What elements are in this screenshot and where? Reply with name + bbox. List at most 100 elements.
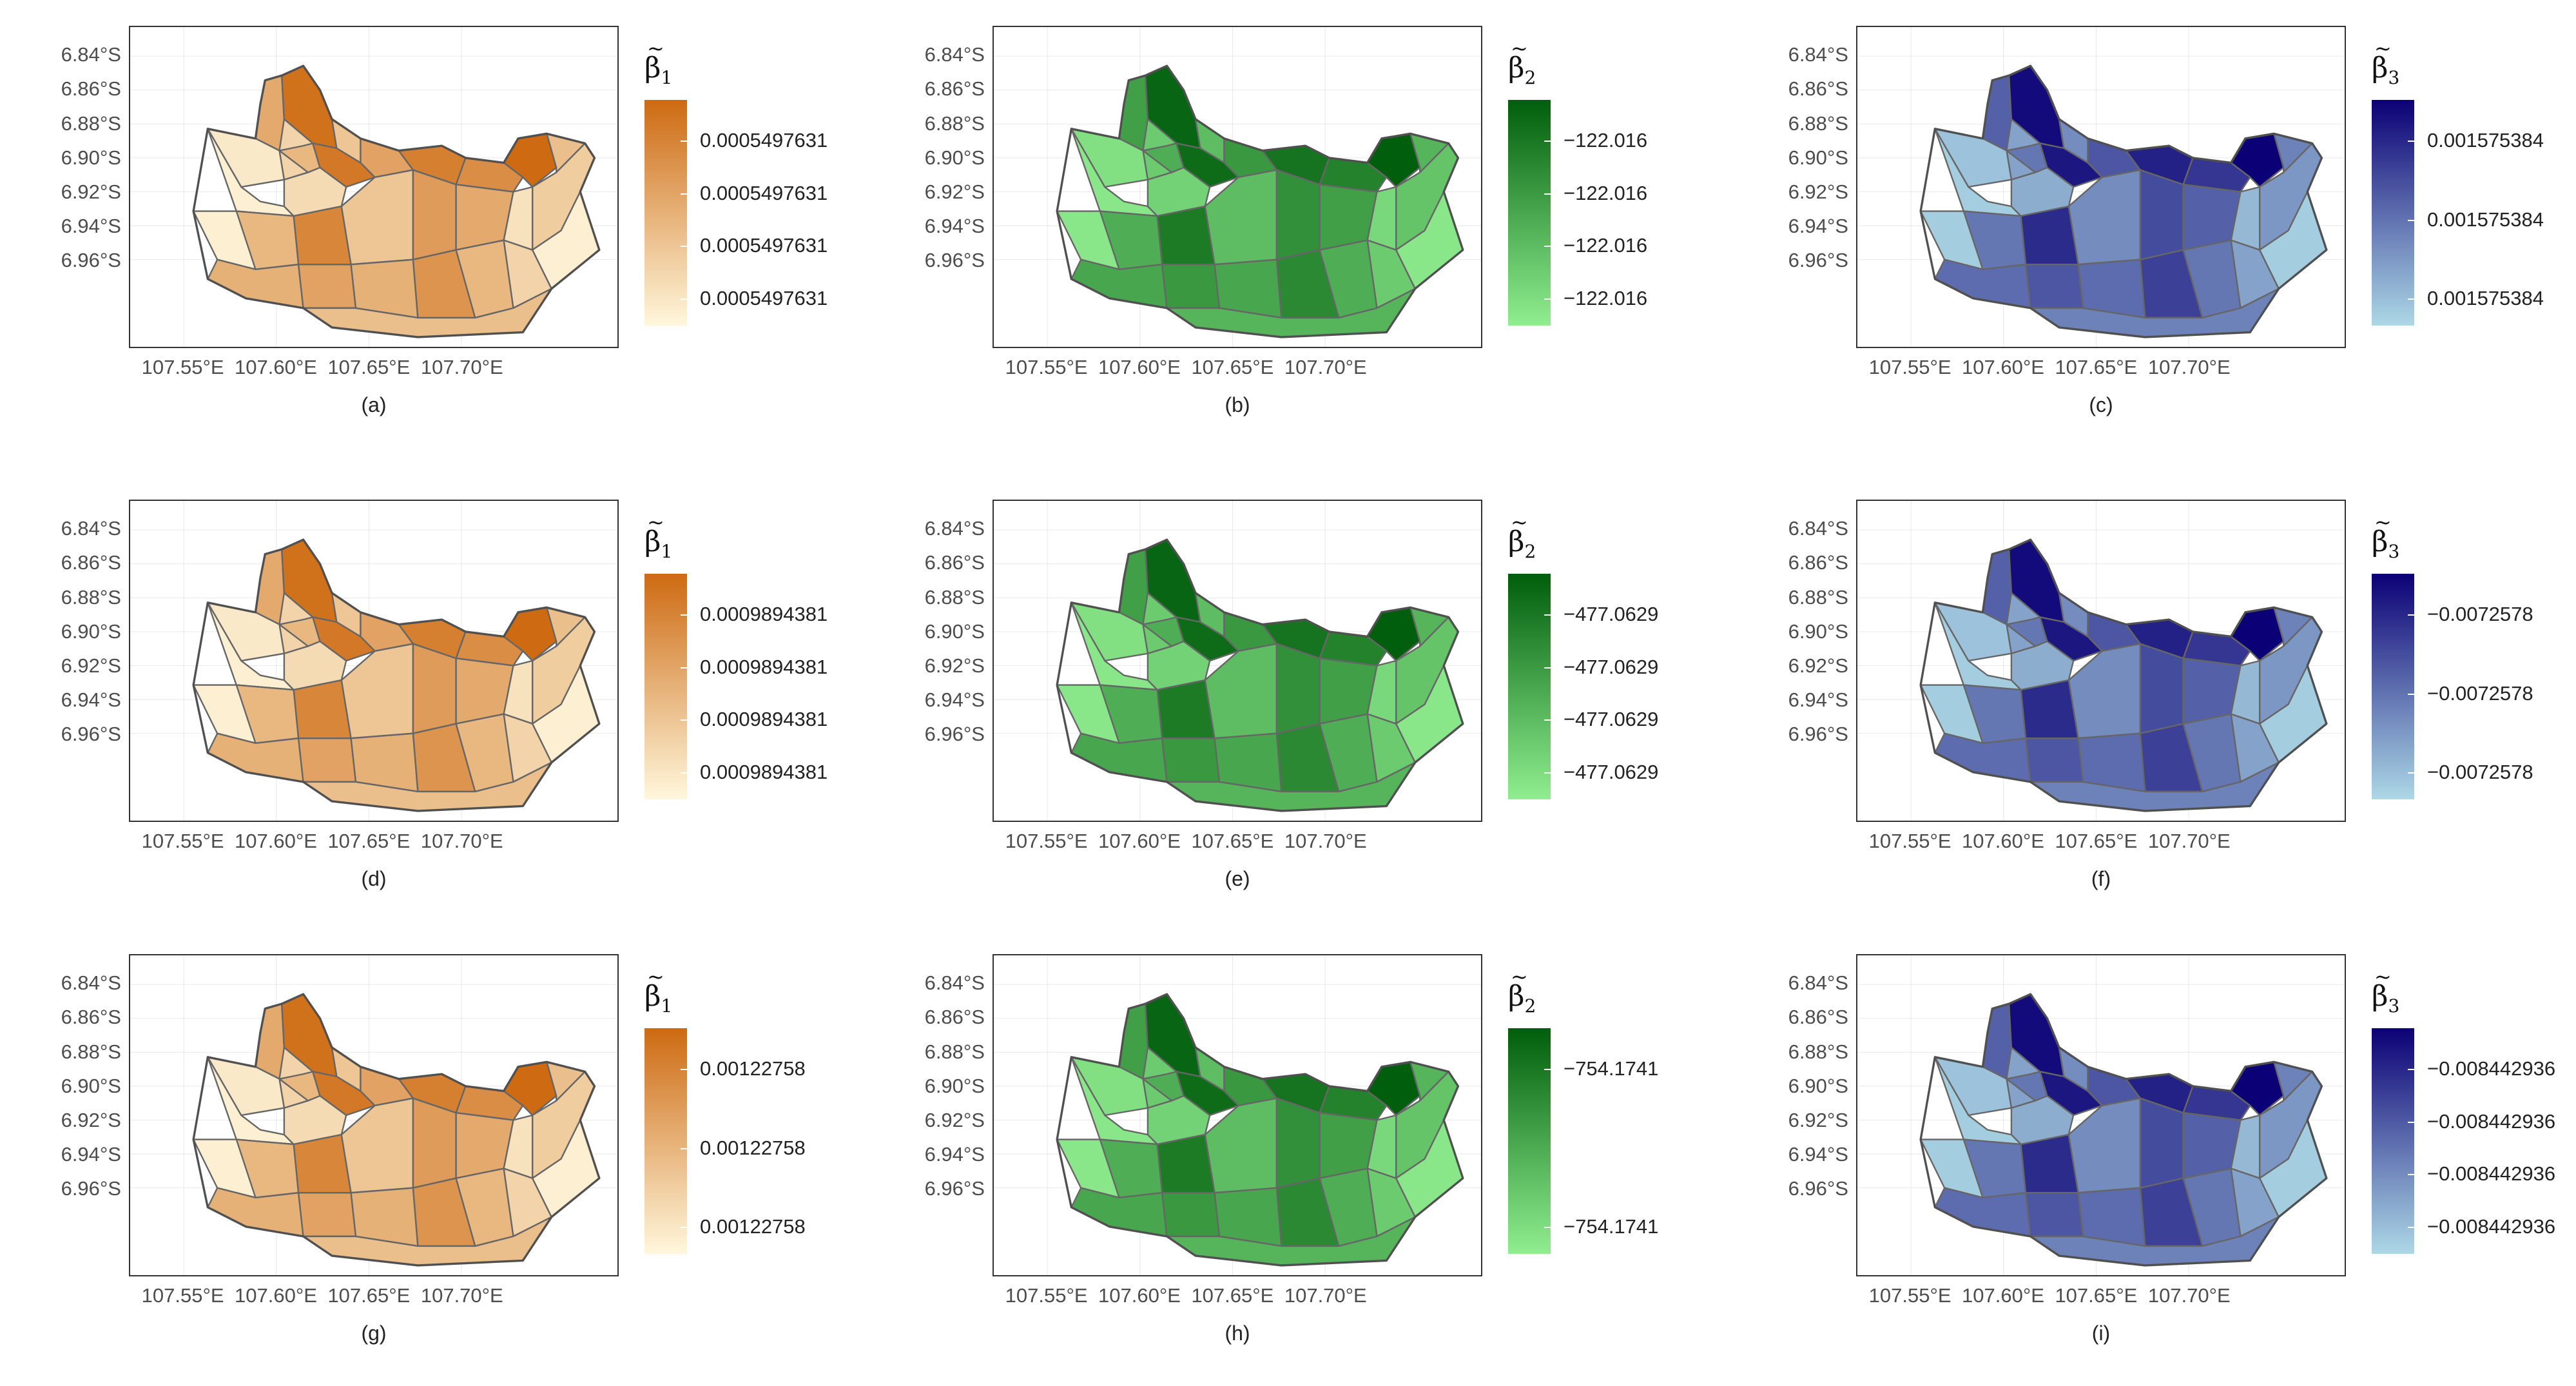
legend-subscript: 3 — [2388, 541, 2400, 562]
y-tick-label: 6.96°S — [61, 1176, 121, 1200]
y-tick-label: 6.84°S — [61, 43, 121, 66]
legend-tick — [1544, 614, 1551, 616]
legend-tick — [681, 667, 687, 669]
district-group — [1056, 538, 1464, 812]
legend-subscript: 2 — [1524, 541, 1536, 562]
y-tick-label: 6.84°S — [61, 971, 121, 995]
legend-label: −0.008442936 — [2427, 1057, 2556, 1080]
district-region — [1275, 643, 1321, 734]
plot-frame — [993, 500, 1482, 822]
legend-label: 0.0005497631 — [700, 181, 828, 204]
y-tick-label: 6.92°S — [61, 654, 121, 677]
district-region — [1147, 166, 1211, 217]
legend-tick — [681, 193, 687, 195]
y-tick-label: 6.84°S — [924, 43, 985, 66]
plot-frame — [129, 954, 619, 1276]
x-tick-label: 107.65°E — [2055, 1284, 2138, 1307]
district-region — [2010, 166, 2075, 217]
legend-label: −477.0629 — [1564, 708, 1659, 731]
legend-colorbar — [1508, 100, 1551, 326]
choropleth-map — [994, 501, 1481, 821]
legend-colorbar — [644, 574, 687, 799]
legend-tick — [2408, 141, 2414, 142]
map-outline — [1056, 64, 1464, 338]
x-tick-label: 107.55°E — [1005, 1284, 1088, 1307]
legend-label: 0.00122758 — [700, 1136, 806, 1159]
x-tick-label: 107.70°E — [420, 1284, 503, 1307]
y-tick-label: 6.90°S — [924, 1074, 985, 1097]
legend-label: −122.016 — [1564, 129, 1648, 151]
x-tick-label: 107.60°E — [1098, 1284, 1181, 1307]
x-tick-label: 107.55°E — [1005, 356, 1088, 378]
legend-label: −0.008442936 — [2427, 1109, 2556, 1133]
legend-colorbar — [2372, 1028, 2414, 1254]
district-group — [1919, 993, 2328, 1267]
y-tick-label: 6.96°S — [924, 248, 985, 271]
legend-label: −477.0629 — [1564, 761, 1659, 783]
legend-colorbar — [2372, 100, 2414, 326]
legend-tick — [681, 246, 687, 248]
legend-subscript: 2 — [1524, 67, 1536, 88]
legend-title: ~ β2 — [1508, 36, 1536, 88]
plot-frame — [1856, 500, 2346, 822]
y-tick-label: 6.94°S — [61, 688, 121, 711]
legend-label: −0.008442936 — [2427, 1215, 2556, 1238]
legend-subscript: 3 — [2388, 67, 2400, 88]
map-outline — [192, 64, 601, 338]
y-tick-label: 6.84°S — [61, 517, 121, 540]
legend-label: −0.0072578 — [2427, 761, 2533, 783]
district-group — [192, 538, 601, 812]
x-tick-label: 107.70°E — [2147, 1284, 2231, 1307]
x-tick-label: 107.55°E — [1868, 830, 1951, 852]
legend-tick — [2408, 614, 2414, 616]
district-group — [1919, 538, 2328, 812]
y-tick-label: 6.84°S — [1788, 517, 1848, 540]
map-outline — [1056, 538, 1464, 812]
legend-title: ~ β2 — [1508, 510, 1536, 562]
panel-caption: (b) — [1225, 393, 1250, 416]
legend-symbol: β — [644, 980, 661, 1013]
district-region — [1147, 640, 1211, 691]
y-tick-label: 6.90°S — [1788, 1074, 1848, 1097]
legend-tick — [1544, 298, 1551, 300]
x-tick-label: 107.65°E — [1191, 356, 1274, 378]
y-tick-label: 6.92°S — [1788, 180, 1848, 203]
district-group — [1056, 64, 1464, 338]
plot-frame — [1856, 26, 2346, 348]
panel-caption: (i) — [2091, 1322, 2111, 1345]
tilde-accent: ~ — [2374, 510, 2392, 534]
district-group — [192, 993, 601, 1267]
y-tick-label: 6.86°S — [924, 1006, 985, 1029]
legend-subscript: 2 — [1524, 995, 1536, 1017]
x-tick-label: 107.70°E — [1284, 1284, 1367, 1307]
choropleth-map — [1857, 955, 2345, 1275]
plot-frame — [129, 26, 619, 348]
tilde-accent: ~ — [647, 964, 664, 989]
legend-label: 0.0009894381 — [700, 655, 828, 678]
x-tick-label: 107.70°E — [1284, 830, 1367, 852]
legend-symbol: β — [1508, 52, 1525, 84]
district-region — [297, 737, 357, 783]
legend-tick — [2408, 298, 2414, 300]
x-tick-label: 107.65°E — [327, 356, 411, 378]
panel-caption: (h) — [1225, 1322, 1250, 1345]
legend-tick — [1544, 1227, 1551, 1228]
legend-tick — [2408, 772, 2414, 774]
district-group — [1919, 64, 2328, 338]
district-group — [1056, 993, 1464, 1267]
legend-subscript: 1 — [661, 541, 673, 562]
y-tick-label: 6.84°S — [924, 971, 985, 995]
legend-label: −122.016 — [1564, 234, 1648, 257]
plot-frame — [993, 954, 1482, 1276]
legend-tick — [681, 772, 687, 774]
legend-label: 0.001575384 — [2427, 287, 2544, 309]
y-tick-label: 6.84°S — [1788, 971, 1848, 995]
legend-colorbar — [1508, 574, 1551, 799]
legend-tick — [1544, 141, 1551, 142]
map-outline — [1919, 538, 2328, 812]
y-tick-label: 6.92°S — [924, 1108, 985, 1131]
legend-tick — [2408, 1174, 2414, 1176]
y-tick-label: 6.88°S — [1788, 112, 1848, 135]
legend-tick — [2408, 1121, 2414, 1123]
x-tick-label: 107.55°E — [141, 356, 224, 378]
